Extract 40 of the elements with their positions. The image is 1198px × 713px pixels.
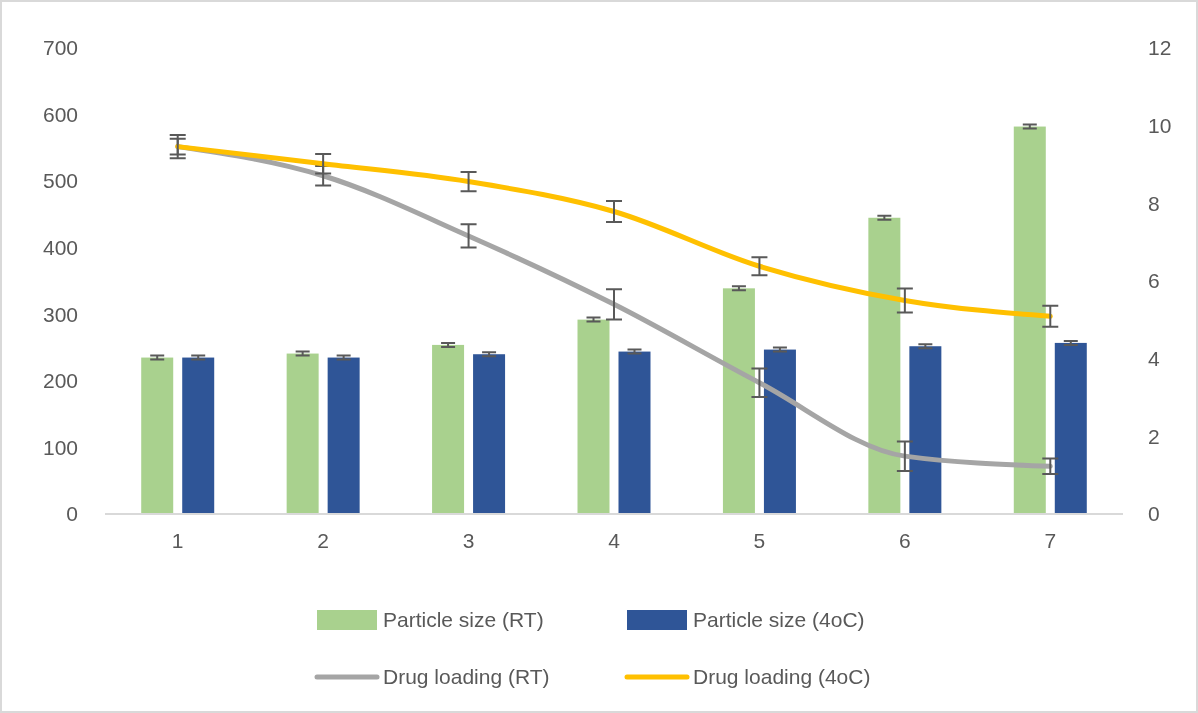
y-tick-label: 0 <box>66 502 78 526</box>
x-tick-label: 7 <box>1044 529 1057 552</box>
bar <box>182 357 215 514</box>
bar <box>1054 342 1087 514</box>
bar <box>868 217 901 514</box>
legend-label: Drug loading (RT) <box>383 665 550 689</box>
bar <box>763 349 796 514</box>
y2-tick-label: 4 <box>1148 347 1160 371</box>
y-tick-label: 500 <box>42 169 78 193</box>
y-tick-label: 300 <box>42 302 78 326</box>
y2-tick-label: 12 <box>1148 36 1172 60</box>
x-tick-label: 4 <box>608 529 621 552</box>
legend-label: Particle size (4oC) <box>693 608 865 632</box>
bar <box>577 319 610 514</box>
x-tick-label: 3 <box>462 529 475 552</box>
bar <box>327 357 360 514</box>
bar <box>722 288 755 514</box>
bar <box>618 351 651 514</box>
x-tick-label: 6 <box>899 529 911 552</box>
legend-label: Drug loading (4oC) <box>693 665 871 689</box>
bar <box>473 354 506 514</box>
bar <box>909 346 942 514</box>
bar <box>1013 126 1046 514</box>
y2-tick-label: 8 <box>1148 191 1160 215</box>
y-tick-label: 400 <box>42 236 78 260</box>
legend-label: Particle size (RT) <box>383 608 544 632</box>
bar <box>141 357 174 514</box>
y2-tick-label: 2 <box>1148 424 1160 448</box>
bar <box>286 353 319 514</box>
y2-tick-label: 0 <box>1148 502 1160 526</box>
y-tick-label: 200 <box>42 369 78 393</box>
bar <box>432 344 465 514</box>
y-tick-label: 700 <box>42 36 78 60</box>
x-tick-label: 2 <box>317 529 329 552</box>
x-tick-label: 5 <box>753 529 766 552</box>
y2-tick-label: 10 <box>1148 114 1172 138</box>
y-tick-label: 100 <box>42 435 78 459</box>
y-tick-label: 600 <box>42 102 78 126</box>
y2-tick-label: 6 <box>1148 269 1160 293</box>
x-tick-label: 1 <box>171 529 184 552</box>
